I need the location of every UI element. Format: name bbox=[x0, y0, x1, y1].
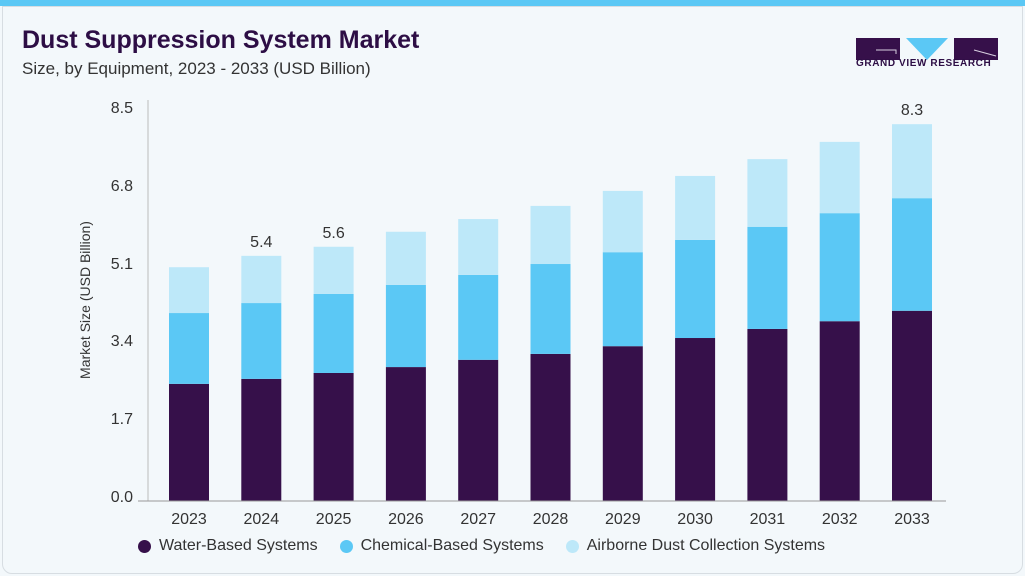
bar-segment bbox=[675, 239, 716, 339]
data-label: 5.4 bbox=[250, 234, 272, 251]
logo-text: GRAND VIEW RESEARCH bbox=[856, 58, 992, 69]
chart-subtitle: Size, by Equipment, 2023 - 2033 (USD Bil… bbox=[22, 59, 371, 78]
bar-segment bbox=[458, 274, 499, 360]
bar-segment bbox=[241, 303, 282, 379]
chart-frame bbox=[2, 6, 1023, 574]
x-tick-label: 2024 bbox=[244, 511, 280, 528]
bar-segment bbox=[313, 372, 354, 501]
y-tick-label: 8.5 bbox=[111, 100, 133, 117]
bar-segment bbox=[819, 213, 860, 322]
bar-segment bbox=[385, 367, 426, 501]
bar-segment bbox=[530, 353, 571, 501]
bar-segment bbox=[530, 205, 571, 265]
bar-segment bbox=[241, 255, 282, 304]
bar-segment bbox=[385, 231, 426, 285]
y-tick-label: 1.7 bbox=[111, 411, 133, 428]
x-tick-label: 2029 bbox=[605, 511, 641, 528]
chart-title: Dust Suppression System Market bbox=[22, 26, 420, 54]
bar-segment bbox=[313, 246, 354, 294]
bar-segment bbox=[313, 293, 354, 373]
legend-label: Water-Based Systems bbox=[159, 537, 318, 554]
bar-segment bbox=[530, 264, 571, 354]
y-tick-label: 0.0 bbox=[111, 489, 133, 506]
x-tick-label: 2028 bbox=[533, 511, 569, 528]
y-tick-label: 3.4 bbox=[111, 333, 133, 350]
bar-segment bbox=[892, 198, 932, 311]
bar-segment bbox=[747, 328, 788, 501]
x-tick-label: 2033 bbox=[894, 511, 930, 528]
x-tick-label: 2025 bbox=[316, 511, 352, 528]
bar-segment bbox=[241, 378, 282, 501]
x-tick-label: 2032 bbox=[822, 511, 858, 528]
legend-label: Chemical-Based Systems bbox=[360, 537, 544, 554]
bar-segment bbox=[385, 284, 426, 368]
bar-segment bbox=[819, 321, 860, 501]
legend-swatch bbox=[138, 539, 151, 553]
y-tick-label: 5.1 bbox=[111, 256, 133, 273]
data-label: 8.3 bbox=[901, 102, 923, 119]
top-accent-bar bbox=[0, 0, 1025, 6]
x-tick-label: 2030 bbox=[677, 511, 713, 528]
grand-view-research-logo bbox=[856, 38, 998, 60]
legend-label: Airborne Dust Collection Systems bbox=[586, 537, 826, 554]
data-label: 5.6 bbox=[322, 225, 344, 242]
bar-segment bbox=[675, 175, 716, 240]
x-tick-label: 2031 bbox=[750, 511, 786, 528]
y-axis-label: Market Size (USD Billion) bbox=[77, 221, 93, 379]
legend-swatch bbox=[339, 539, 353, 553]
bar-segment bbox=[675, 338, 716, 501]
bar-segment bbox=[602, 190, 643, 253]
y-tick-label: 6.8 bbox=[111, 178, 133, 195]
bar-segment bbox=[819, 141, 860, 214]
x-tick-label: 2027 bbox=[460, 511, 496, 528]
legend-swatch bbox=[565, 539, 579, 553]
x-tick-label: 2023 bbox=[171, 511, 207, 528]
bar-segment bbox=[169, 267, 209, 314]
bar-segment bbox=[747, 159, 788, 227]
bar-segment bbox=[169, 383, 209, 501]
legend-item-airborne: Airborne Dust Collection Systems bbox=[565, 537, 826, 555]
legend: Water-Based Systems Chemical-Based Syste… bbox=[138, 537, 825, 555]
bar-segment bbox=[602, 252, 643, 347]
bar-segment bbox=[602, 346, 643, 501]
legend-item-water: Water-Based Systems bbox=[138, 537, 318, 555]
bar-segment bbox=[458, 359, 499, 501]
bar-segment bbox=[892, 310, 932, 501]
legend-item-chemical: Chemical-Based Systems bbox=[339, 537, 544, 555]
bar-segment bbox=[892, 124, 932, 199]
x-tick-label: 2026 bbox=[388, 511, 424, 528]
bar-segment bbox=[169, 313, 209, 384]
bar-segment bbox=[458, 219, 499, 275]
bar-segment bbox=[747, 226, 788, 329]
